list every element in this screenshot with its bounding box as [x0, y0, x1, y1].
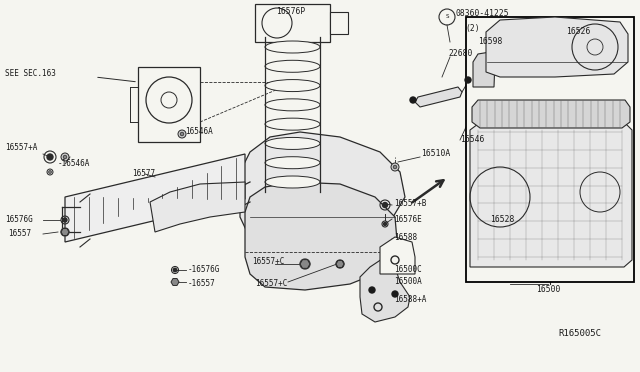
Bar [255, 4, 330, 42]
Circle shape [336, 260, 344, 268]
Text: 22680: 22680 [448, 49, 472, 58]
Text: 16557+A: 16557+A [5, 142, 37, 151]
Ellipse shape [265, 41, 320, 53]
Text: 16557: 16557 [8, 230, 31, 238]
Circle shape [300, 259, 310, 269]
Text: 16576E: 16576E [394, 215, 422, 224]
Text: 16526: 16526 [566, 28, 590, 36]
Polygon shape [245, 182, 398, 290]
Text: 16588+A: 16588+A [394, 295, 426, 304]
Circle shape [61, 153, 69, 161]
Circle shape [47, 169, 53, 175]
Text: -16546A: -16546A [58, 160, 90, 169]
Circle shape [180, 132, 184, 136]
Text: 16557+C: 16557+C [255, 279, 287, 289]
Text: (2): (2) [465, 25, 479, 33]
Text: 16576P: 16576P [276, 7, 306, 16]
Bar [466, 17, 634, 282]
Polygon shape [240, 132, 405, 252]
Circle shape [173, 268, 177, 272]
Circle shape [178, 130, 186, 138]
Text: -16557: -16557 [188, 279, 216, 289]
Text: 16546A: 16546A [185, 128, 212, 137]
Circle shape [393, 165, 397, 169]
Polygon shape [473, 52, 495, 87]
Polygon shape [470, 124, 632, 267]
Bar [330, 12, 348, 34]
Polygon shape [380, 237, 415, 274]
Polygon shape [150, 182, 245, 232]
Text: 08360-41225: 08360-41225 [455, 10, 509, 19]
Polygon shape [300, 260, 310, 268]
Ellipse shape [265, 118, 320, 130]
Text: 16510A: 16510A [421, 150, 451, 158]
Text: S: S [445, 15, 449, 19]
Circle shape [391, 163, 399, 171]
Circle shape [383, 202, 387, 208]
Text: -16576G: -16576G [188, 266, 220, 275]
Text: 16500A: 16500A [394, 278, 422, 286]
Text: 16546: 16546 [460, 135, 484, 144]
Circle shape [392, 291, 398, 297]
Text: 16588: 16588 [394, 232, 417, 241]
Ellipse shape [265, 99, 320, 111]
Ellipse shape [265, 176, 320, 188]
Circle shape [410, 97, 416, 103]
Circle shape [61, 228, 69, 236]
Text: 16598: 16598 [478, 38, 502, 46]
Ellipse shape [265, 60, 320, 72]
Text: 16557+C: 16557+C [252, 257, 284, 266]
Text: 16500: 16500 [536, 285, 560, 294]
Text: SEE SEC.163: SEE SEC.163 [5, 70, 56, 78]
Polygon shape [171, 279, 179, 285]
Circle shape [383, 222, 387, 225]
Circle shape [63, 218, 67, 222]
Polygon shape [472, 100, 630, 128]
Polygon shape [486, 17, 628, 77]
Ellipse shape [265, 137, 320, 150]
Text: 16557+B: 16557+B [394, 199, 426, 208]
Ellipse shape [265, 157, 320, 169]
Ellipse shape [265, 80, 320, 92]
Text: R165005C: R165005C [559, 330, 602, 339]
Text: 16577: 16577 [132, 170, 155, 179]
Text: 16576G: 16576G [5, 215, 33, 224]
Text: 16528: 16528 [490, 215, 514, 224]
Polygon shape [415, 87, 462, 107]
Text: 16500C: 16500C [394, 266, 422, 275]
Polygon shape [360, 257, 410, 322]
Polygon shape [65, 154, 245, 242]
Polygon shape [336, 260, 344, 267]
Circle shape [63, 155, 67, 159]
Circle shape [465, 77, 471, 83]
Polygon shape [61, 228, 69, 235]
Circle shape [47, 154, 53, 160]
Bar [138, 67, 200, 142]
Circle shape [49, 171, 51, 173]
Circle shape [369, 287, 375, 293]
